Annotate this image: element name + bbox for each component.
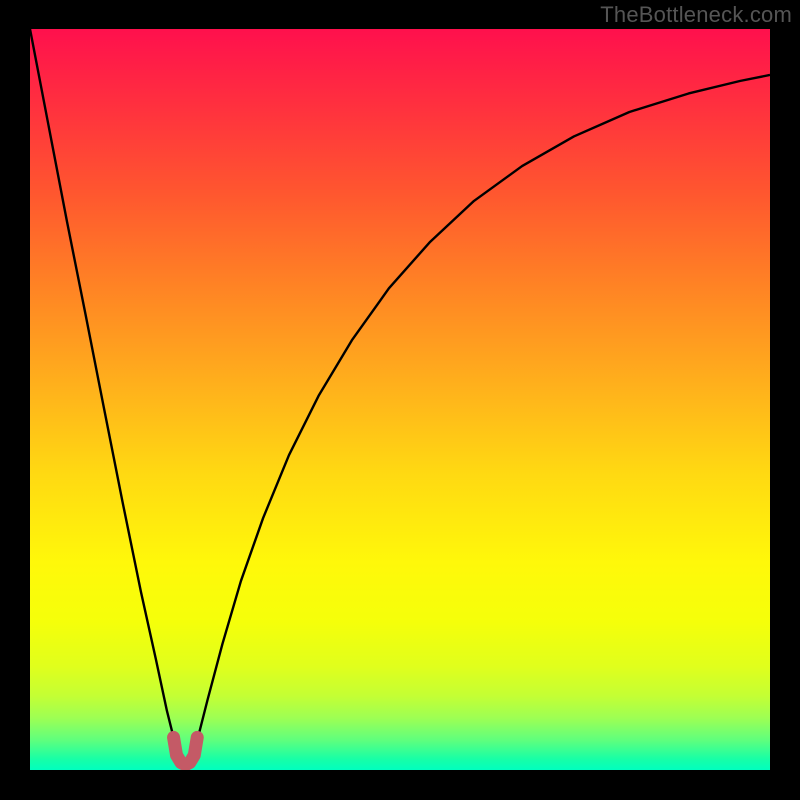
watermark-text: TheBottleneck.com <box>600 2 792 28</box>
gradient-background <box>30 29 770 770</box>
chart-frame: TheBottleneck.com <box>0 0 800 800</box>
chart-plot-area <box>30 29 770 770</box>
chart-svg <box>30 29 770 770</box>
